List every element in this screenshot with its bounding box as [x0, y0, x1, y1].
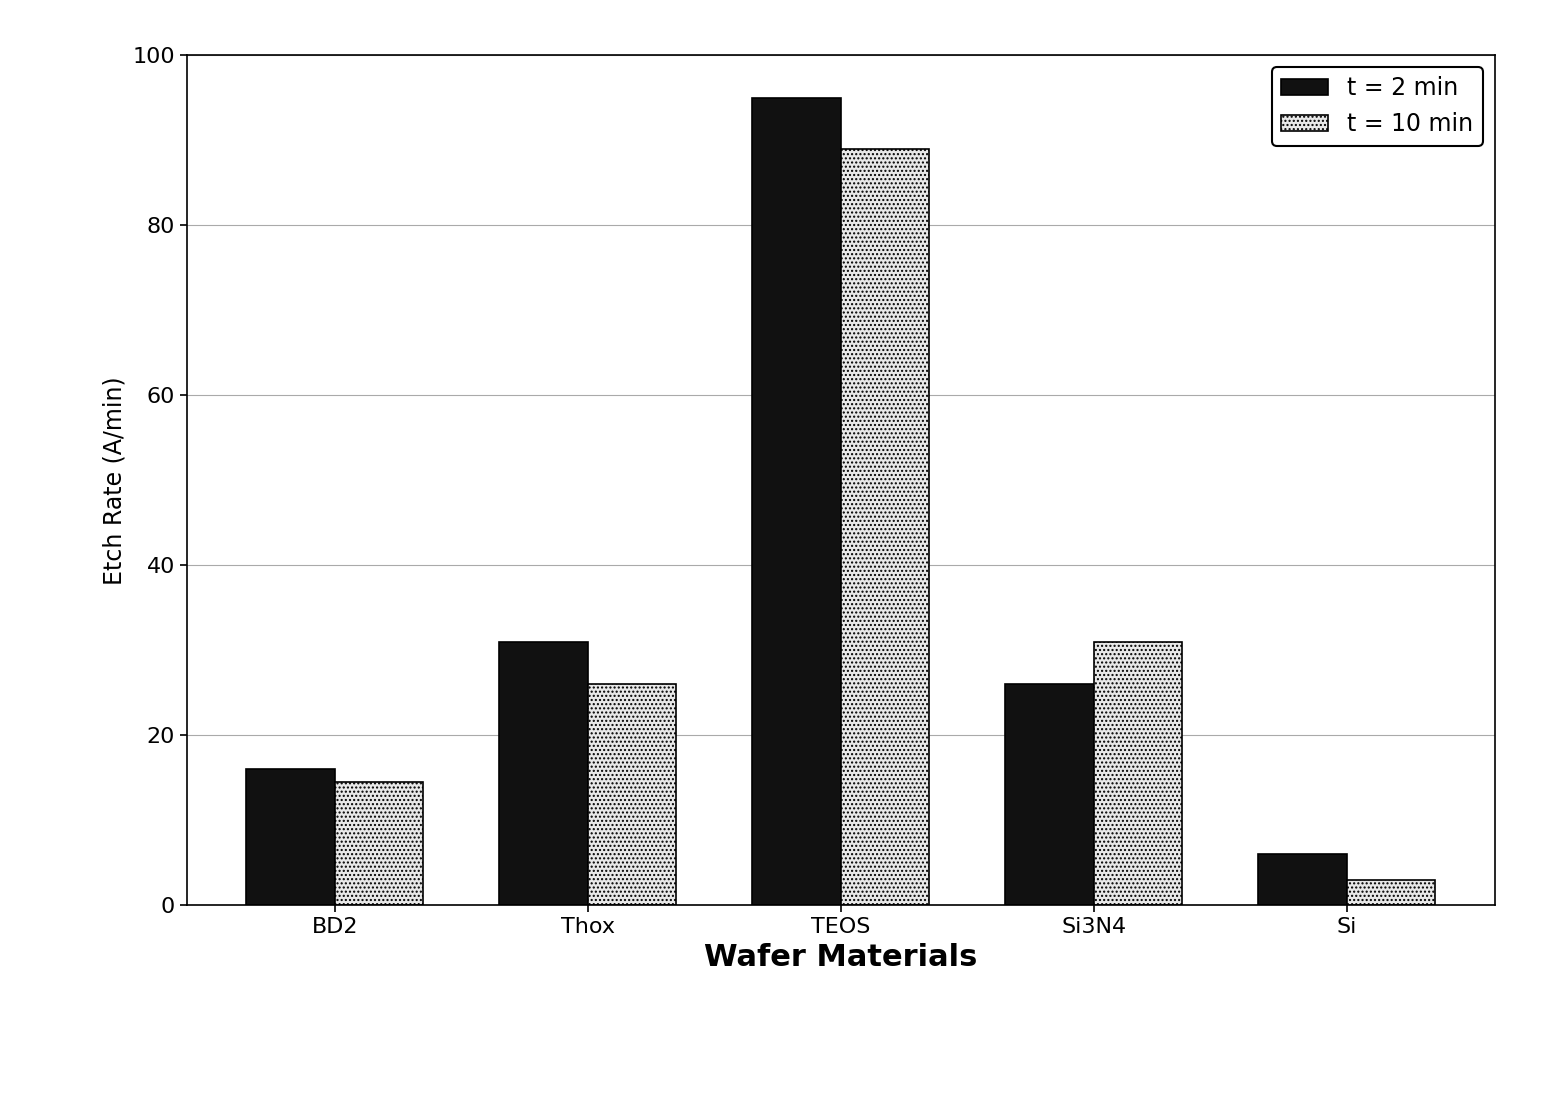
Bar	[335, 782, 424, 905]
Bar	[1347, 880, 1436, 905]
Bar	[500, 641, 589, 905]
Bar	[841, 149, 930, 905]
Bar	[1093, 641, 1182, 905]
Legend: t = 2 min, t = 10 min: t = 2 min, t = 10 min	[1272, 67, 1482, 146]
Bar	[1258, 854, 1347, 905]
Bar	[246, 769, 335, 905]
Bar	[1006, 684, 1093, 905]
Bar	[752, 98, 841, 905]
Bar	[589, 684, 676, 905]
Y-axis label: Etch Rate (A/min): Etch Rate (A/min)	[103, 376, 126, 584]
X-axis label: Wafer Materials: Wafer Materials	[704, 943, 978, 972]
